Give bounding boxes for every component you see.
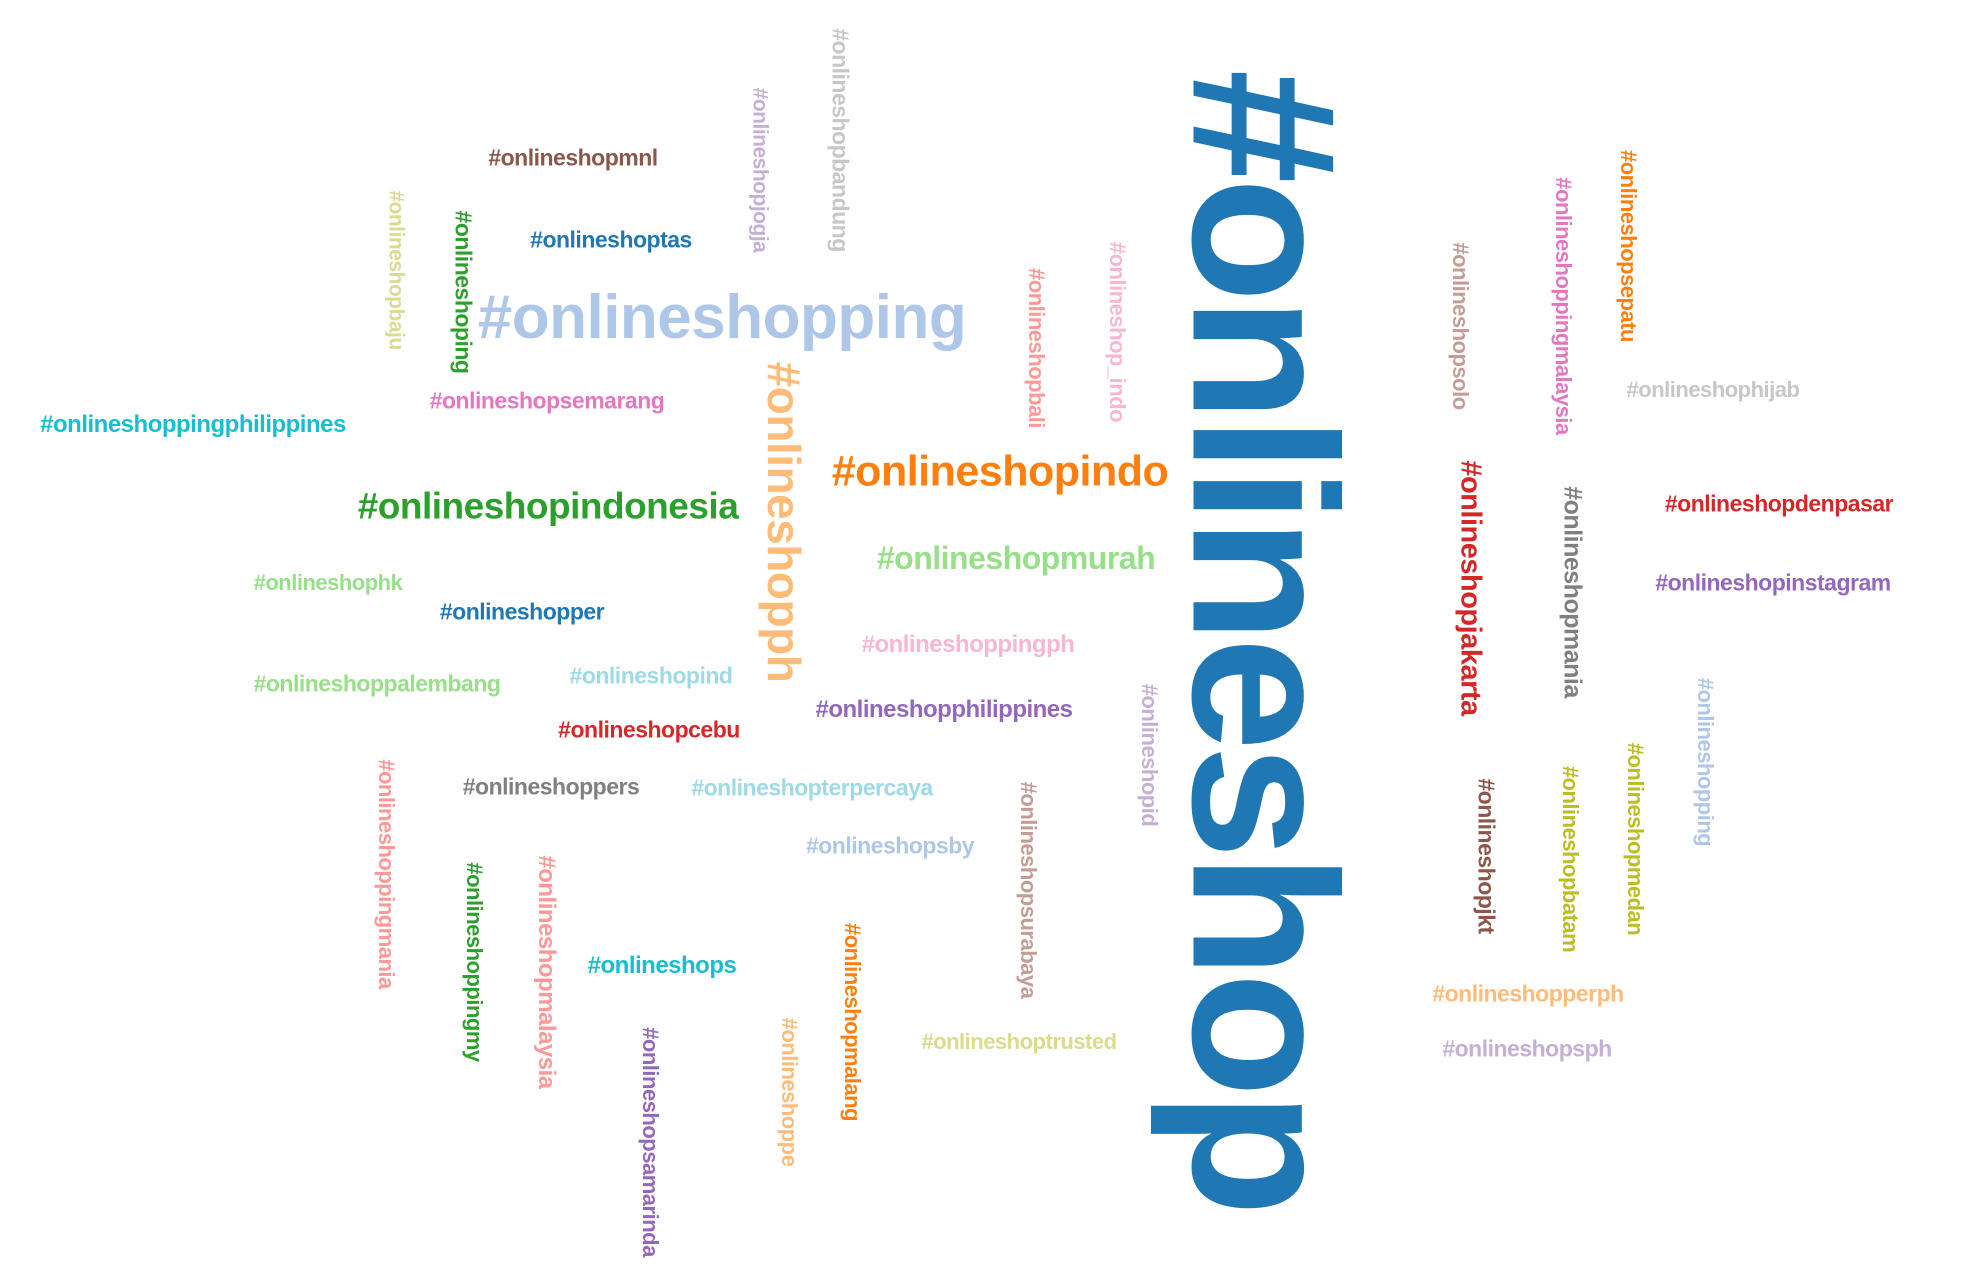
word-onlineshopindo: #onlineshopindo <box>831 447 1169 496</box>
word-onlineshopsolo: #onlineshopsolo <box>1448 242 1473 410</box>
word-onlineshoptrusted: #onlineshoptrusted <box>921 1029 1117 1054</box>
word-onlineshopperph: #onlineshopperph <box>1432 980 1624 1007</box>
word-onlineshopcebu: #onlineshopcebu <box>558 716 740 743</box>
word-onlineshoppers: #onlineshoppers <box>462 773 640 800</box>
word-onlineshopsby: #onlineshopsby <box>805 832 975 859</box>
word-onlineshoppingmy: #onlineshoppingmy <box>462 862 487 1062</box>
word-onlineshopsamarinda: #onlineshopsamarinda <box>638 1027 663 1257</box>
word-onlineshoppingphilippines: #onlineshoppingphilippines <box>40 411 346 438</box>
word-onlineshophk: #onlineshophk <box>253 570 403 595</box>
word-onlineshopjakarta: #onlineshopjakarta <box>1454 460 1487 716</box>
word-onlineshopind: #onlineshopind <box>569 662 733 689</box>
word-onlineshopmnl: #onlineshopmnl <box>488 144 658 171</box>
word-onlineshoppe: #onlineshoppe <box>777 1017 802 1167</box>
word-onlineshopsepatu: #onlineshopsepatu <box>1616 150 1641 342</box>
word-onlineshopbaju: #onlineshopbaju <box>384 190 408 350</box>
word-onlineshopjkt: #onlineshopjkt <box>1473 778 1500 934</box>
word-onlineshopmedan: #onlineshopmedan <box>1623 742 1648 936</box>
word-onlineshoping: #onlineshoping <box>450 210 477 374</box>
word-onlineshoppingph: #onlineshoppingph <box>861 631 1075 658</box>
word-onlineshopmania: #onlineshopmania <box>1558 486 1587 698</box>
word-onlineshoppalembang: #onlineshoppalembang <box>253 670 501 697</box>
word-onlineshopjogja: #onlineshopjogja <box>748 87 772 253</box>
word-onlineshopper: #onlineshopper <box>439 598 605 625</box>
word-onlineshopid: #onlineshopid <box>1137 683 1162 827</box>
word-onlineshopinstagram: #onlineshopinstagram <box>1655 569 1891 596</box>
word-onlineshopmurah: #onlineshopmurah <box>876 540 1156 576</box>
word-onlineshoppingmalaysia: #onlineshoppingmalaysia <box>1551 177 1576 435</box>
word-onlineshopbandung: #onlineshopbandung <box>827 28 854 252</box>
word-onlineshopmalang: #onlineshopmalang <box>840 922 865 1122</box>
word-onlineshopph: #onlineshopph <box>758 361 810 683</box>
word-onlineshops: #onlineshops <box>587 952 737 979</box>
word-onlineshoppingmania: #onlineshoppingmania <box>374 759 399 989</box>
word-onlineshopbali: #onlineshopbali <box>1024 268 1049 428</box>
word-onlineshopping: #onlineshopping <box>477 283 967 352</box>
word-onlineshopbatam: #onlineshopbatam <box>1558 765 1583 953</box>
word-onlineshopdenpasar: #onlineshopdenpasar <box>1664 490 1894 517</box>
word-onlineshophijab: #onlineshophijab <box>1626 377 1800 402</box>
word-onlineshopping-small: #onlineshopping <box>1693 677 1718 847</box>
word-onlineshopmalaysia: #onlineshopmalaysia <box>533 855 560 1089</box>
word-onlineshopphilippines: #onlineshopphilippines <box>815 696 1073 723</box>
word-onlineshop: #onlineshop <box>1149 69 1379 1211</box>
word-onlineshopterpercaya: #onlineshopterpercaya <box>691 774 933 801</box>
word-onlineshopindonesia: #onlineshopindonesia <box>357 485 739 527</box>
word-onlineshoptas: #onlineshoptas <box>530 226 692 253</box>
word-onlineshopsurabaya: #onlineshopsurabaya <box>1016 781 1041 999</box>
word-onlineshop_indo: #onlineshop_indo <box>1105 241 1130 423</box>
word-onlineshopsemarang: #onlineshopsemarang <box>429 387 665 414</box>
word-onlineshopsph: #onlineshopsph <box>1442 1035 1612 1062</box>
